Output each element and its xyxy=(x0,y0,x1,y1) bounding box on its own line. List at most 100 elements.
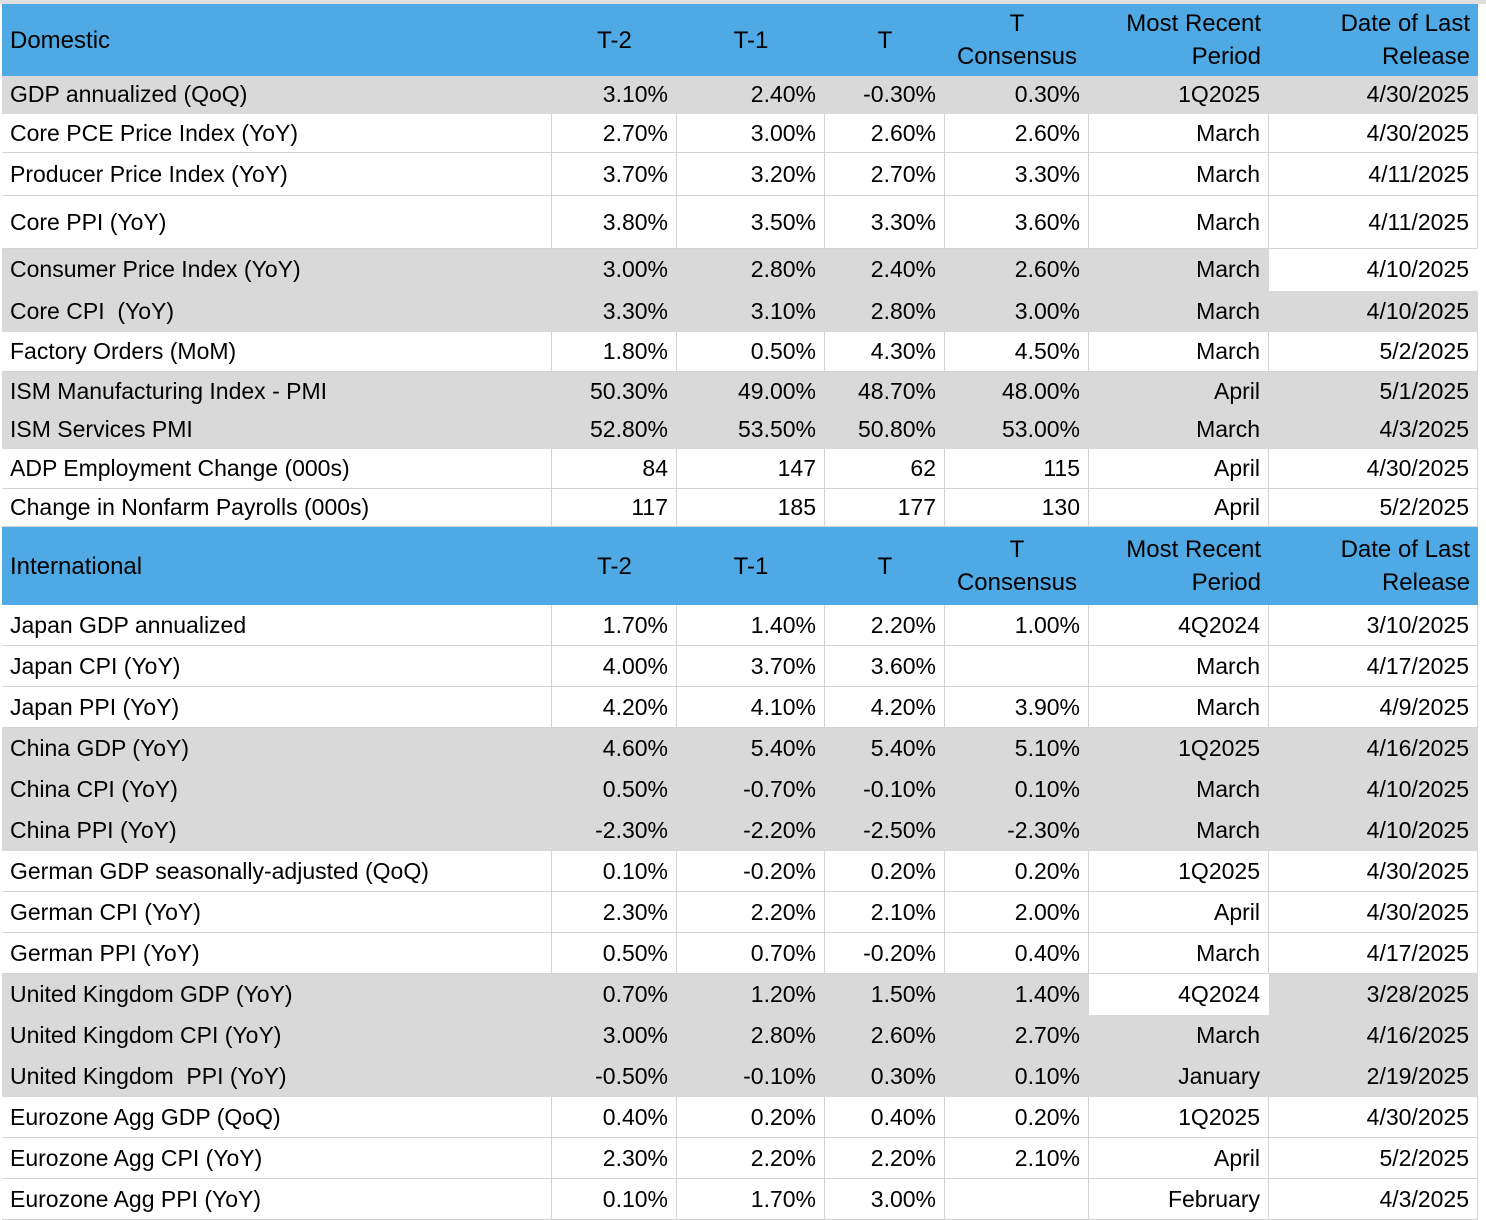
cell-release: 4/9/2025 xyxy=(1269,687,1478,728)
cell-t: 5.40% xyxy=(825,728,945,769)
row-label: United Kingdom CPI (YoY) xyxy=(2,1015,552,1056)
table-row: Producer Price Index (YoY) 3.70% 3.20% 2.70… xyxy=(2,153,1478,196)
cell-t: 50.80% xyxy=(825,411,945,449)
table-row: German CPI (YoY) 2.30% 2.20% 2.10% 2.00% Apri… xyxy=(2,892,1478,933)
cell-period: 1Q2025 xyxy=(1089,728,1269,769)
cell-consensus: 0.20% xyxy=(945,851,1089,892)
cell-t2: -0.50% xyxy=(552,1056,677,1097)
row-label: Producer Price Index (YoY) xyxy=(2,153,552,196)
col-header-t1: T-1 xyxy=(677,4,825,76)
cell-t1: -0.20% xyxy=(677,851,825,892)
cell-period: 4Q2024 xyxy=(1089,974,1269,1015)
cell-period: April xyxy=(1089,892,1269,933)
row-label: Eurozone Agg GDP (QoQ) xyxy=(2,1097,552,1138)
cell-t2: 0.70% xyxy=(552,974,677,1015)
row-label: Core CPI (YoY) xyxy=(2,291,552,332)
cell-t: 62 xyxy=(825,449,945,489)
row-label: German CPI (YoY) xyxy=(2,892,552,933)
cell-t2: -2.30% xyxy=(552,810,677,851)
cell-t1: 2.20% xyxy=(677,892,825,933)
row-label: Japan PPI (YoY) xyxy=(2,687,552,728)
cell-t2: 0.50% xyxy=(552,769,677,810)
row-label: German GDP seasonally-adjusted (QoQ) xyxy=(2,851,552,892)
cell-period: March xyxy=(1089,687,1269,728)
section-title: International xyxy=(2,527,552,605)
table-row: GDP annualized (QoQ) 3.10% 2.40% -0.30% 0.30… xyxy=(2,76,1478,114)
cell-t1: 2.40% xyxy=(677,76,825,114)
cell-t: 2.10% xyxy=(825,892,945,933)
cell-release: 4/30/2025 xyxy=(1269,114,1478,153)
table-row: United Kingdom GDP (YoY) 0.70% 1.20% 1.50% 1… xyxy=(2,974,1478,1015)
cell-period: March xyxy=(1089,933,1269,974)
cell-t1: 0.70% xyxy=(677,933,825,974)
cell-t1: 0.50% xyxy=(677,332,825,372)
cell-t: 2.20% xyxy=(825,605,945,646)
cell-consensus: 53.00% xyxy=(945,411,1089,449)
cell-t: 4.30% xyxy=(825,332,945,372)
cell-release: 4/3/2025 xyxy=(1269,411,1478,449)
cell-t2: 3.10% xyxy=(552,76,677,114)
row-label: Core PCE Price Index (YoY) xyxy=(2,114,552,153)
cell-period: March xyxy=(1089,810,1269,851)
cell-release: 4/17/2025 xyxy=(1269,646,1478,687)
cell-release: 4/30/2025 xyxy=(1269,76,1478,114)
cell-t2: 3.30% xyxy=(552,291,677,332)
cell-t: 0.30% xyxy=(825,1056,945,1097)
cell-consensus: 0.40% xyxy=(945,933,1089,974)
cell-t2: 3.70% xyxy=(552,153,677,196)
cell-release: 4/10/2025 xyxy=(1269,769,1478,810)
table-row: Core CPI (YoY) 3.30% 3.10% 2.80% 3.00% March 4… xyxy=(2,291,1478,332)
cell-consensus: 5.10% xyxy=(945,728,1089,769)
cell-t: 0.20% xyxy=(825,851,945,892)
row-label: ISM Manufacturing Index - PMI xyxy=(2,372,552,411)
cell-t1: 49.00% xyxy=(677,372,825,411)
table-row: ADP Employment Change (000s) 84 147 62 115 Ap… xyxy=(2,449,1478,489)
cell-t2: 2.30% xyxy=(552,892,677,933)
cell-period: March xyxy=(1089,114,1269,153)
cell-period: April xyxy=(1089,489,1269,527)
col-header-period: Most Recent Period xyxy=(1089,527,1269,605)
cell-release: 3/10/2025 xyxy=(1269,605,1478,646)
cell-release: 4/16/2025 xyxy=(1269,728,1478,769)
table-row: United Kingdom CPI (YoY) 3.00% 2.80% 2.60% 2… xyxy=(2,1015,1478,1056)
cell-t2: 3.00% xyxy=(552,1015,677,1056)
table-row: Japan CPI (YoY) 4.00% 3.70% 3.60% March 4/17/… xyxy=(2,646,1478,687)
table-row: German GDP seasonally-adjusted (QoQ) 0.10… xyxy=(2,851,1478,892)
table-row: United Kingdom PPI (YoY) -0.50% -0.10% 0.30… xyxy=(2,1056,1478,1097)
table-row: Eurozone Agg PPI (YoY) 0.10% 1.70% 3.00% Feb… xyxy=(2,1179,1478,1220)
cell-t1: 2.80% xyxy=(677,249,825,291)
table-row: ISM Services PMI 52.80% 53.50% 50.80% 53.00%… xyxy=(2,411,1478,449)
cell-t1: 1.20% xyxy=(677,974,825,1015)
spreadsheet-area: Domestic T-2 T-1 T T Consensus Most Recent Pe… xyxy=(0,4,1486,1220)
cell-release: 2/19/2025 xyxy=(1269,1056,1478,1097)
cell-t2: 117 xyxy=(552,489,677,527)
cell-period: March xyxy=(1089,646,1269,687)
cell-t: 2.60% xyxy=(825,1015,945,1056)
econ-table-body: Domestic T-2 T-1 T T Consensus Most Recent Pe… xyxy=(2,4,1478,1220)
cell-t: -2.50% xyxy=(825,810,945,851)
row-label: GDP annualized (QoQ) xyxy=(2,76,552,114)
cell-t2: 50.30% xyxy=(552,372,677,411)
cell-consensus: 4.50% xyxy=(945,332,1089,372)
cell-t2: 0.10% xyxy=(552,851,677,892)
cell-t2: 4.60% xyxy=(552,728,677,769)
cell-t1: 2.20% xyxy=(677,1138,825,1179)
cell-period: April xyxy=(1089,372,1269,411)
col-header-t: T xyxy=(825,4,945,76)
cell-t1: 1.70% xyxy=(677,1179,825,1220)
table-row: Factory Orders (MoM) 1.80% 0.50% 4.30% 4.50%… xyxy=(2,332,1478,372)
cell-t2: 2.70% xyxy=(552,114,677,153)
row-label: China GDP (YoY) xyxy=(2,728,552,769)
cell-release: 4/10/2025 xyxy=(1269,249,1478,291)
row-label: Eurozone Agg CPI (YoY) xyxy=(2,1138,552,1179)
cell-consensus: 0.20% xyxy=(945,1097,1089,1138)
cell-t: 1.50% xyxy=(825,974,945,1015)
cell-period: March xyxy=(1089,332,1269,372)
row-label: Factory Orders (MoM) xyxy=(2,332,552,372)
cell-t1: 3.20% xyxy=(677,153,825,196)
cell-t2: 52.80% xyxy=(552,411,677,449)
table-row: Consumer Price Index (YoY) 3.00% 2.80% 2.40… xyxy=(2,249,1478,291)
cell-period: 1Q2025 xyxy=(1089,851,1269,892)
top-edge-strip xyxy=(0,0,1486,4)
cell-t2: 4.20% xyxy=(552,687,677,728)
